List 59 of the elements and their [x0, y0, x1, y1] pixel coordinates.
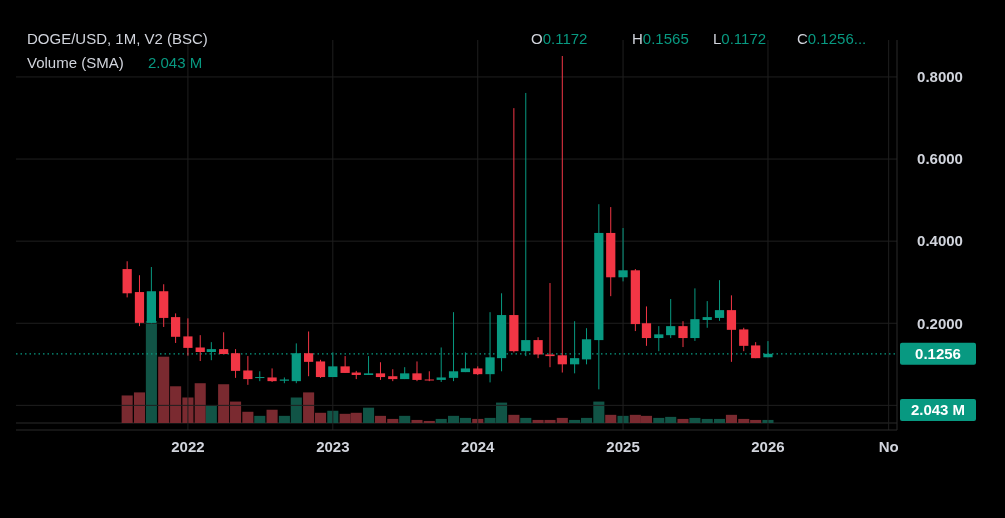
- candlestick: [521, 92, 531, 357]
- candlestick: [412, 360, 422, 382]
- bar: [520, 417, 532, 423]
- candlestick: [255, 370, 265, 382]
- candlestick: [363, 355, 374, 376]
- x-tick-label: 2024: [461, 438, 496, 455]
- candlestick: [641, 305, 652, 347]
- y-tick-label: 0.2000: [917, 314, 963, 332]
- candlestick: [183, 317, 193, 357]
- candlestick: [424, 370, 434, 382]
- candlestick: [340, 355, 350, 374]
- x-tick-label: 2022: [171, 438, 205, 455]
- candlestick: [303, 330, 314, 377]
- y-tick-label: 0.8000: [917, 68, 963, 86]
- candlestick: [315, 359, 326, 379]
- bar: [677, 418, 689, 423]
- bar: [266, 409, 278, 423]
- annotation: O0.1172: [531, 30, 588, 47]
- candlestick: [726, 294, 737, 363]
- annotation: C0.1256...: [797, 30, 867, 47]
- bar: [205, 405, 217, 423]
- candlestick: [533, 336, 543, 359]
- bar: [254, 415, 266, 423]
- x-tick-label: 2023: [316, 438, 350, 455]
- candlestick: [267, 367, 277, 383]
- ref-line-label: 0.1256: [915, 345, 961, 363]
- bar: [508, 414, 520, 423]
- candlestick: [690, 287, 700, 342]
- annotation: L0.1172: [713, 30, 767, 47]
- annotation: H0.1565: [632, 30, 689, 47]
- chart-title: DOGE/USD, 1M, V2 (BSC): [27, 30, 208, 47]
- bar: [399, 415, 411, 423]
- y-tick-label: 0.4000: [917, 232, 963, 250]
- y-tick-label: 0.6000: [917, 150, 963, 168]
- candlestick: [557, 55, 567, 374]
- x-tick-label: No: [878, 438, 899, 455]
- candlestick: [545, 282, 555, 368]
- candlestick: [714, 279, 725, 322]
- bar: [605, 414, 617, 423]
- candlestick: [230, 348, 241, 379]
- candlestick: [448, 311, 459, 382]
- candlestick: [702, 300, 712, 329]
- annotation: 2.043 M: [148, 54, 203, 71]
- candlestick: [678, 320, 688, 348]
- candlestick: [739, 327, 749, 352]
- candlestick: [618, 227, 628, 282]
- candlestick: [485, 311, 495, 383]
- x-tick-label: 2025: [606, 438, 640, 455]
- candlestick: [170, 312, 181, 344]
- bar: [194, 383, 206, 423]
- candlestick: [654, 325, 664, 352]
- text: Volume (SMA): [27, 54, 124, 71]
- bar: [363, 407, 375, 423]
- candlestick: [666, 298, 676, 339]
- text: 2.043 M: [910, 401, 966, 419]
- candlestick: [195, 334, 205, 362]
- bar: [689, 417, 701, 423]
- candlestick: [243, 355, 253, 386]
- x-tick-label: 2026: [751, 438, 785, 455]
